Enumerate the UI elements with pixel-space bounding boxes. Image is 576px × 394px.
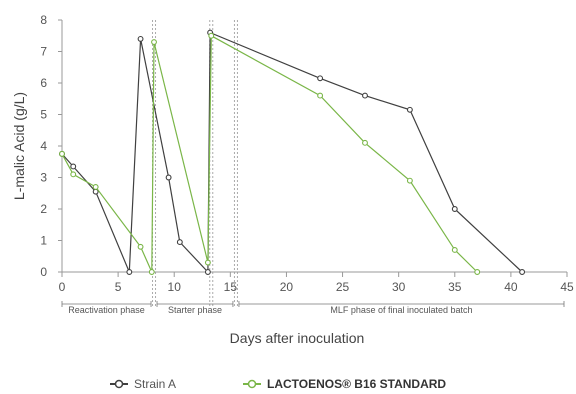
data-point bbox=[362, 92, 368, 99]
data-point bbox=[70, 171, 77, 178]
data-point bbox=[126, 269, 133, 275]
y-tick-label: 8 bbox=[40, 13, 47, 27]
data-point bbox=[92, 184, 99, 190]
data-point bbox=[165, 174, 172, 181]
x-axis-title: Days after inoculation bbox=[230, 330, 365, 346]
data-point bbox=[474, 269, 481, 275]
data-point bbox=[137, 35, 144, 42]
phase-label: Reactivation phase bbox=[68, 305, 145, 315]
legend: Strain A LACTOENOS® B16 STANDARD bbox=[110, 377, 446, 391]
legend-item-2: LACTOENOS® B16 STANDARD bbox=[243, 377, 446, 391]
x-tick-label: 25 bbox=[336, 280, 350, 294]
phase-label: Starter phase bbox=[168, 305, 222, 315]
legend-swatch-marker bbox=[247, 379, 257, 389]
y-tick-label: 5 bbox=[40, 108, 47, 122]
y-tick-label: 7 bbox=[40, 45, 47, 59]
legend-label: LACTOENOS® B16 STANDARD bbox=[267, 377, 446, 391]
x-tick-label: 30 bbox=[392, 280, 406, 294]
series-2 bbox=[59, 32, 481, 275]
y-tick-label: 4 bbox=[40, 139, 47, 153]
legend-item-1: Strain A bbox=[110, 377, 176, 391]
x-ticks: 0 5 10 15 20 25 30 35 40 45 bbox=[59, 272, 574, 294]
data-point bbox=[204, 259, 211, 266]
y-tick-label: 0 bbox=[40, 265, 47, 279]
data-point bbox=[451, 247, 458, 253]
y-tick-label: 1 bbox=[40, 234, 47, 248]
series-group bbox=[59, 29, 526, 275]
data-point bbox=[148, 269, 155, 275]
data-point bbox=[59, 150, 65, 157]
data-point bbox=[137, 243, 144, 250]
data-point bbox=[204, 269, 211, 275]
y-ticks: 0 1 2 3 4 5 6 7 8 bbox=[40, 13, 62, 279]
y-axis-title: L-malic Acid (g/L) bbox=[11, 92, 27, 200]
data-point bbox=[519, 269, 526, 275]
data-point bbox=[317, 75, 324, 82]
data-point bbox=[406, 106, 413, 113]
data-point bbox=[451, 206, 458, 212]
y-tick-label: 3 bbox=[40, 171, 47, 185]
phase-brackets: Reactivation phase Starter phase MLF phase… bbox=[61, 301, 565, 315]
series-line bbox=[61, 34, 478, 273]
x-tick-label: 0 bbox=[59, 280, 66, 294]
data-point bbox=[70, 163, 77, 170]
data-point bbox=[406, 177, 413, 184]
x-tick-label: 35 bbox=[448, 280, 462, 294]
x-tick-label: 40 bbox=[504, 280, 518, 294]
x-tick-label: 10 bbox=[168, 280, 182, 294]
data-point bbox=[362, 139, 368, 146]
legend-swatch-marker bbox=[114, 379, 124, 389]
data-point bbox=[151, 39, 157, 45]
x-tick-label: 20 bbox=[280, 280, 294, 294]
series-line bbox=[61, 31, 523, 274]
legend-label: Strain A bbox=[134, 377, 176, 391]
x-tick-label: 15 bbox=[224, 280, 238, 294]
data-point bbox=[208, 32, 215, 39]
data-point bbox=[176, 239, 183, 246]
x-tick-label: 5 bbox=[115, 280, 122, 294]
data-point bbox=[317, 92, 324, 99]
y-tick-label: 2 bbox=[40, 202, 47, 216]
x-tick-label: 45 bbox=[560, 280, 574, 294]
y-tick-label: 6 bbox=[40, 76, 47, 90]
series-1 bbox=[59, 29, 526, 275]
phase-label: MLF phase of final inoculated batch bbox=[330, 305, 472, 315]
axes bbox=[61, 20, 567, 273]
